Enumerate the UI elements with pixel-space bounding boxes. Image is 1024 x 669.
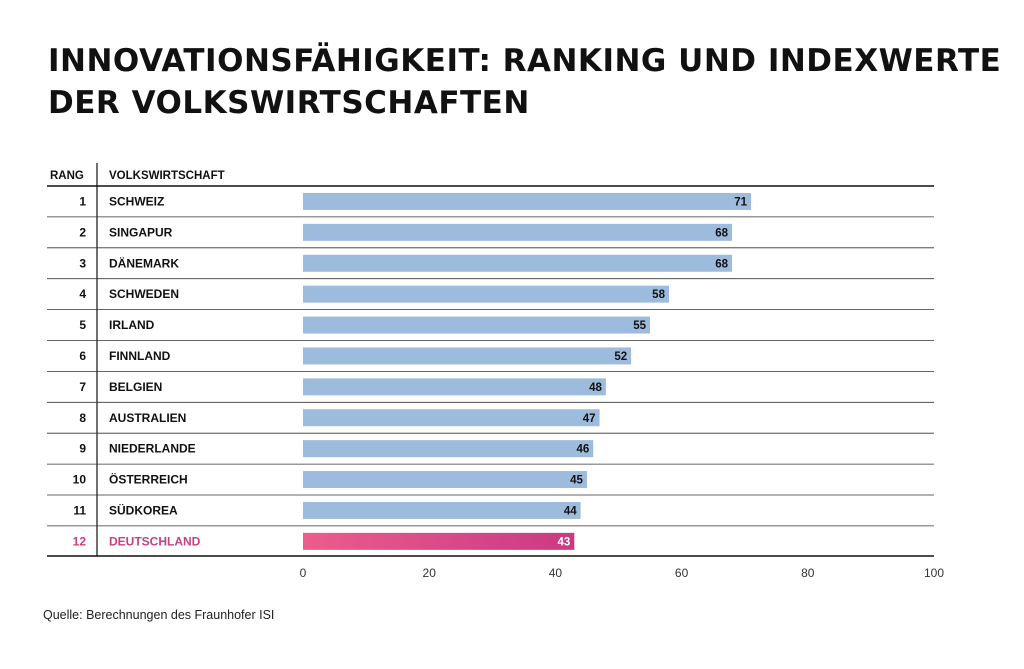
rank-label: 5 xyxy=(79,318,86,332)
bar xyxy=(303,532,575,550)
bar xyxy=(303,440,594,458)
data-label: 46 xyxy=(576,444,589,456)
data-label: 58 xyxy=(652,289,665,301)
bar xyxy=(303,316,651,334)
table-row: 12 DEUTSCHLAND 43 xyxy=(47,525,934,550)
data-label: 52 xyxy=(614,351,627,363)
data-label: 48 xyxy=(589,382,602,394)
bar xyxy=(303,223,733,241)
country-label: IRLAND xyxy=(109,318,155,332)
x-tick-label: 40 xyxy=(549,566,563,580)
country-label: SINGAPUR xyxy=(109,225,173,239)
country-label: NIEDERLANDE xyxy=(109,442,196,456)
x-tick-label: 60 xyxy=(675,566,689,580)
bar xyxy=(303,285,669,303)
source-note: Quelle: Berechnungen des Fraunhofer ISI xyxy=(43,608,275,622)
rank-label: 12 xyxy=(73,534,87,548)
table-row: 4 SCHWEDEN 58 xyxy=(47,278,934,303)
country-label: SCHWEIZ xyxy=(109,194,164,208)
rank-label: 4 xyxy=(79,287,86,301)
data-label: 68 xyxy=(715,227,728,239)
rank-label: 1 xyxy=(79,194,86,208)
bar xyxy=(303,501,581,519)
table-row: 5 IRLAND 55 xyxy=(47,309,934,334)
x-axis-ticks: 0 20 40 60 80 100 xyxy=(300,566,945,580)
data-label: 71 xyxy=(734,196,747,208)
table-row: 9 NIEDERLANDE 46 xyxy=(47,432,934,458)
bar xyxy=(303,471,587,489)
table-row: 1 SCHWEIZ 71 xyxy=(79,192,752,210)
chart-title: INNOVATIONSFÄHIGKEIT: RANKING UND INDEXW… xyxy=(48,40,1008,124)
country-label: ÖSTERREICH xyxy=(109,472,188,487)
x-tick-label: 80 xyxy=(801,566,815,580)
bar xyxy=(303,409,600,427)
bar xyxy=(303,254,733,272)
table-row: 3 DÄNEMARK 68 xyxy=(47,247,934,272)
chart-title-line-1: INNOVATIONSFÄHIGKEIT: RANKING UND INDEXW… xyxy=(48,43,1002,79)
table-row: 11 SÜDKOREA 44 xyxy=(47,494,934,519)
country-label: DÄNEMARK xyxy=(109,255,179,270)
rank-label: 2 xyxy=(79,225,86,239)
x-tick-label: 0 xyxy=(300,566,307,580)
chart-rows: 1 SCHWEIZ 712 SINGAPUR 683 DÄNEMARK 684 SCHWEDE… xyxy=(47,192,934,550)
data-label: 55 xyxy=(633,320,646,332)
bar xyxy=(303,347,632,365)
rank-label: 10 xyxy=(73,473,87,487)
country-label: FINNLAND xyxy=(109,349,171,363)
column-header-economy: VOLKSWIRTSCHAFT xyxy=(109,170,225,182)
rank-label: 8 xyxy=(79,411,86,425)
bar xyxy=(303,192,752,210)
x-tick-label: 100 xyxy=(924,566,944,580)
column-header-rank: RANG xyxy=(50,170,84,182)
chart-title-line-2: DER VOLKSWIRTSCHAFTEN xyxy=(48,85,530,121)
table-row: 2 SINGAPUR 68 xyxy=(47,216,934,241)
data-label: 47 xyxy=(583,413,596,425)
table-row: 7 BELGIEN 48 xyxy=(47,370,934,396)
data-label: 44 xyxy=(564,505,577,517)
country-label: BELGIEN xyxy=(109,380,162,394)
rank-label: 9 xyxy=(79,442,86,456)
data-label: 43 xyxy=(558,536,571,548)
table-row: 10 ÖSTERREICH 45 xyxy=(47,463,934,489)
table-row: 8 AUSTRALIEN 47 xyxy=(47,401,934,427)
country-label: DEUTSCHLAND xyxy=(109,534,201,548)
data-label: 45 xyxy=(570,475,583,487)
rank-label: 6 xyxy=(79,349,86,363)
data-label: 68 xyxy=(715,258,728,270)
country-label: SCHWEDEN xyxy=(109,287,179,301)
table-row: 6 FINNLAND 52 xyxy=(47,340,934,365)
rank-label: 11 xyxy=(73,503,86,517)
country-label: AUSTRALIEN xyxy=(109,411,186,425)
rank-label: 7 xyxy=(79,380,86,394)
x-tick-label: 20 xyxy=(423,566,437,580)
rank-label: 3 xyxy=(79,256,86,270)
bar xyxy=(303,378,606,396)
country-label: SÜDKOREA xyxy=(109,502,178,517)
